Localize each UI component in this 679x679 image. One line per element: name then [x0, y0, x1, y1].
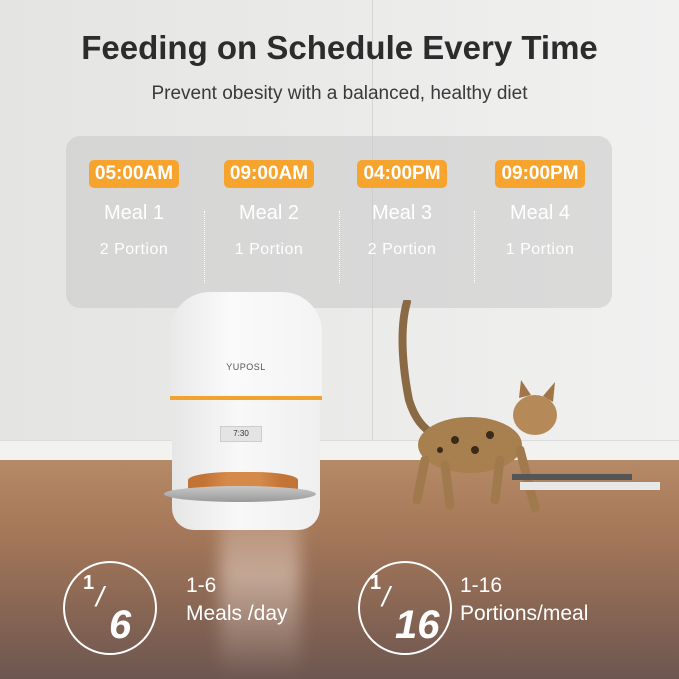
- divider: [339, 211, 340, 283]
- portion-label: 1 Portion: [234, 241, 304, 258]
- time-badge: 05:00AM: [88, 160, 180, 188]
- meal-label: Meal 2: [238, 202, 300, 224]
- fraction-slash: /: [96, 581, 104, 612]
- bengal-cat-illustration: [398, 300, 557, 513]
- brand-logo: YUPOSL: [226, 362, 266, 372]
- fraction-denominator: 6: [109, 603, 132, 647]
- meal-label: Meal 1: [103, 202, 165, 224]
- feeder-base: [172, 400, 320, 530]
- meals-label: Meals /day: [186, 602, 288, 625]
- schedule-item: 05:00AM Meal 1 2 Portion: [74, 160, 194, 259]
- fraction-numerator: 1: [370, 572, 382, 594]
- schedule-item: 09:00AM Meal 2 1 Portion: [209, 160, 329, 259]
- portion-label: 2 Portion: [99, 241, 169, 258]
- feeder-hopper: YUPOSL: [170, 292, 322, 398]
- schedule-panel: 05:00AM Meal 1 2 Portion 09:00AM Meal 2 …: [66, 136, 612, 308]
- time-badge: 04:00PM: [357, 160, 447, 188]
- meals-per-day-stat: 1-6 Meals /day: [186, 572, 288, 628]
- schedule-item: 04:00PM Meal 3 2 Portion: [342, 160, 462, 259]
- meals-range: 1-6: [186, 574, 217, 597]
- time-badge: 09:00PM: [495, 160, 585, 188]
- portions-per-meal-stat: 1-16 Portions/meal: [460, 572, 588, 628]
- portion-label: 2 Portion: [367, 241, 437, 258]
- baseboard: [0, 440, 679, 460]
- divider: [204, 211, 205, 283]
- fraction-numerator: 1: [83, 572, 95, 594]
- headline: Feeding on Schedule Every Time: [81, 29, 598, 66]
- meals-per-day-icon: 1 / 6: [63, 561, 157, 655]
- time-badge: 09:00AM: [223, 160, 315, 188]
- meal-label: Meal 3: [371, 202, 433, 224]
- portion-label: 1 Portion: [505, 241, 575, 258]
- subheadline: Prevent obesity with a balanced, healthy…: [151, 83, 528, 104]
- divider: [474, 211, 475, 283]
- portions-range: 1-16: [460, 574, 503, 597]
- fraction-slash: /: [382, 581, 390, 612]
- portions-per-meal-icon: 1 / 16: [358, 561, 452, 655]
- portions-label: Portions/meal: [460, 602, 589, 625]
- pet-feeder: YUPOSL 7:30: [164, 292, 322, 532]
- steel-bowl: [164, 486, 316, 502]
- meal-label: Meal 4: [509, 202, 571, 224]
- fraction-denominator: 16: [395, 603, 440, 647]
- schedule-item: 09:00PM Meal 4 1 Portion: [480, 160, 600, 259]
- orange-band: [170, 396, 322, 400]
- lcd-display: 7:30: [220, 426, 262, 442]
- books-on-floor: [512, 474, 660, 490]
